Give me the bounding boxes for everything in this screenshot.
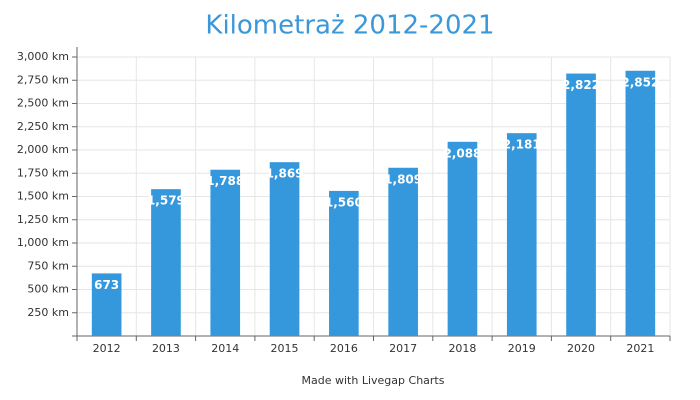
x-tick-label: 2019 [508, 342, 536, 355]
value-label: 2,088 [443, 146, 481, 160]
value-label: 673 [94, 278, 119, 292]
y-tick-label: 2,750 km [17, 73, 69, 86]
y-tick-label: 1,750 km [17, 166, 69, 179]
bar [210, 169, 241, 336]
x-tick-label: 2018 [448, 342, 476, 355]
y-tick-label: 750 km [27, 259, 69, 272]
y-tick-label: 500 km [27, 283, 69, 296]
y-tick-label: 1,250 km [17, 213, 69, 226]
x-tick-label: 2017 [389, 342, 417, 355]
value-label: 2,181 [503, 138, 541, 152]
x-tick-label: 2014 [211, 342, 239, 355]
value-label: 2,822 [562, 78, 600, 92]
bar [566, 73, 596, 336]
footer-note: Made with Livegap Charts [302, 374, 445, 387]
y-tick-label: 1,500 km [17, 190, 69, 203]
x-tick-label: 2020 [567, 342, 595, 355]
x-tick-label: 2021 [626, 342, 654, 355]
value-label: 1,579 [147, 194, 185, 208]
bar [269, 162, 300, 336]
bar [91, 273, 122, 336]
bar [447, 141, 478, 336]
bar [329, 190, 359, 336]
y-tick-label: 2,000 km [17, 143, 69, 156]
x-tick-label: 2016 [330, 342, 358, 355]
y-tick-label: 2,500 km [17, 97, 69, 110]
value-label: 1,788 [206, 174, 244, 188]
bar [388, 167, 418, 336]
bar [625, 70, 656, 336]
value-label: 2,852 [621, 75, 659, 89]
x-tick-label: 2013 [152, 342, 180, 355]
bar [151, 189, 181, 336]
y-tick-label: 2,250 km [17, 120, 69, 133]
chart-title: Kilometraż 2012-2021 [205, 11, 494, 41]
x-tick-label: 2012 [93, 342, 121, 355]
y-tick-label: 1,000 km [17, 236, 69, 249]
y-tick-label: 250 km [27, 306, 69, 319]
y-tick-label: 3,000 km [17, 50, 69, 63]
value-label: 1,560 [325, 195, 363, 209]
value-label: 1,869 [266, 167, 304, 181]
value-label: 1,809 [384, 172, 422, 186]
x-tick-label: 2015 [271, 342, 299, 355]
bar [506, 133, 537, 336]
